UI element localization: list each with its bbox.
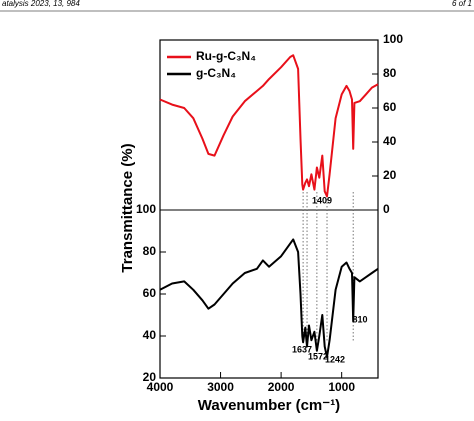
legend-label: Ru-g-C₃N₄ bbox=[196, 49, 256, 63]
x-tick-label: 2000 bbox=[268, 380, 295, 394]
y2-tick-label: 20 bbox=[383, 168, 397, 182]
x-tick-label: 1000 bbox=[328, 380, 355, 394]
peak-label: 1572 bbox=[308, 351, 328, 361]
y2-tick-label: 80 bbox=[383, 66, 397, 80]
header-left: atalysis 2023, 13, 984 bbox=[2, 0, 80, 8]
legend-label: g-C₃N₄ bbox=[196, 66, 236, 80]
y-tick-label: 80 bbox=[143, 244, 157, 258]
x-tick-label: 3000 bbox=[207, 380, 234, 394]
peak-label: 1409 bbox=[312, 195, 332, 205]
x-tick-label: 4000 bbox=[147, 380, 174, 394]
plot-frame bbox=[159, 39, 379, 379]
y2-tick-label: 100 bbox=[383, 32, 403, 46]
y-tick-label: 40 bbox=[143, 328, 157, 342]
y-tick-label: 20 bbox=[143, 370, 157, 384]
series-line bbox=[159, 238, 379, 358]
peak-label: 1242 bbox=[325, 354, 345, 364]
x-axis-label: Wavenumber (cm⁻¹) bbox=[198, 397, 340, 414]
peak-label: 810 bbox=[352, 314, 367, 324]
y2-tick-label: 40 bbox=[383, 134, 397, 148]
y-tick-label: 60 bbox=[143, 286, 157, 300]
y2-tick-label: 60 bbox=[383, 100, 397, 114]
y-axis-label: Transmittance (%) bbox=[119, 143, 136, 272]
peak-label: 1637 bbox=[292, 344, 312, 354]
y2-tick-label: 0 bbox=[383, 202, 390, 216]
header-right: 6 of 1 bbox=[452, 0, 472, 8]
series-line bbox=[159, 54, 379, 198]
y-tick-label: 100 bbox=[136, 202, 156, 216]
